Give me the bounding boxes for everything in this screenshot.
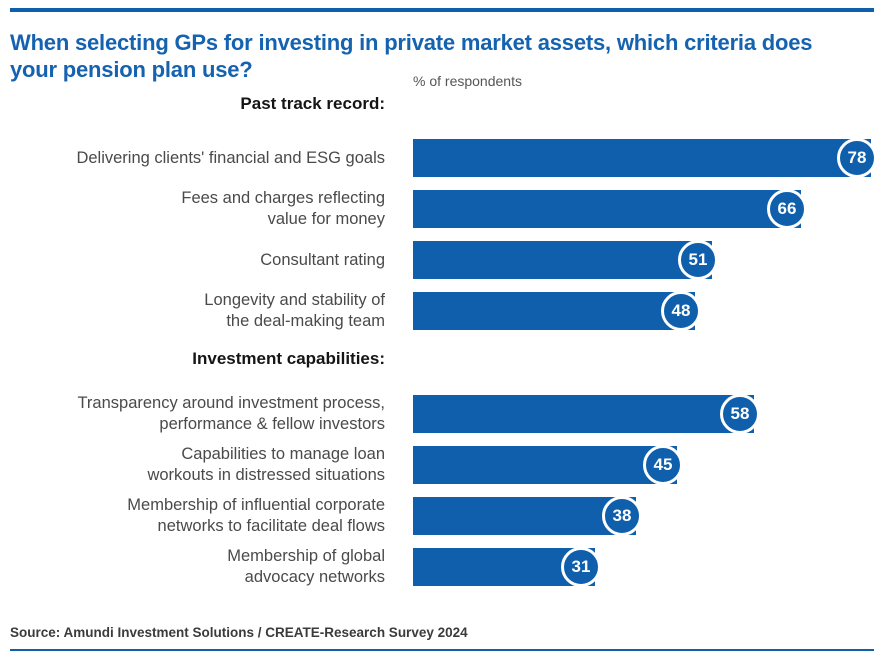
bar-chart: Past track record: Delivering clients' f… <box>0 94 882 599</box>
bar: 31 <box>413 547 601 587</box>
value-badge: 51 <box>678 240 718 280</box>
bar-row: Capabilities to manage loan workouts in … <box>0 445 882 485</box>
bar-row: Transparency around investment process, … <box>0 394 882 434</box>
bar-track: 78 <box>413 138 882 178</box>
bar-label: Fees and charges reflecting value for mo… <box>181 189 385 228</box>
bar-track: 48 <box>413 291 882 331</box>
value-badge: 58 <box>720 394 760 434</box>
source-note: Source: Amundi Investment Solutions / CR… <box>10 625 468 640</box>
value-badge: 38 <box>602 496 642 536</box>
group-heading: Investment capabilities: <box>192 349 385 368</box>
bar-row: Longevity and stability of the deal-maki… <box>0 291 882 331</box>
value-badge: 48 <box>661 291 701 331</box>
bar: 45 <box>413 445 683 485</box>
bar-row: Membership of global advocacy networks 3… <box>0 547 882 587</box>
bar-track: 45 <box>413 445 882 485</box>
group-heading: Past track record: <box>240 94 385 113</box>
bar: 48 <box>413 291 701 331</box>
top-divider-rule <box>10 8 874 12</box>
bar-label: Longevity and stability of the deal-maki… <box>204 291 385 330</box>
bar: 38 <box>413 496 642 536</box>
value-badge: 78 <box>837 138 877 178</box>
value-badge: 45 <box>643 445 683 485</box>
bar-row: Consultant rating 51 <box>0 240 882 280</box>
bar-label: Membership of influential corporate netw… <box>127 496 385 535</box>
bar: 66 <box>413 189 807 229</box>
bar-row: Fees and charges reflecting value for mo… <box>0 189 882 229</box>
bar-track: 38 <box>413 496 882 536</box>
bar-row: Membership of influential corporate netw… <box>0 496 882 536</box>
bar-track: 51 <box>413 240 882 280</box>
bar-label: Transparency around investment process, … <box>77 394 385 433</box>
bar-row: Delivering clients' financial and ESG go… <box>0 138 882 178</box>
bar-label: Membership of global advocacy networks <box>227 547 385 586</box>
bar-track: 31 <box>413 547 882 587</box>
value-axis-note: % of respondents <box>413 73 522 89</box>
value-badge: 66 <box>767 189 807 229</box>
bar: 51 <box>413 240 718 280</box>
bottom-divider-rule <box>10 649 874 651</box>
bar-label: Capabilities to manage loan workouts in … <box>147 445 385 484</box>
chart-title: When selecting GPs for investing in priv… <box>10 29 813 82</box>
bar: 78 <box>413 138 877 178</box>
bar-label: Consultant rating <box>260 250 385 269</box>
bar-track: 66 <box>413 189 882 229</box>
bar-track: 58 <box>413 394 882 434</box>
bar: 58 <box>413 394 760 434</box>
bar-label: Delivering clients' financial and ESG go… <box>76 148 385 167</box>
value-badge: 31 <box>561 547 601 587</box>
